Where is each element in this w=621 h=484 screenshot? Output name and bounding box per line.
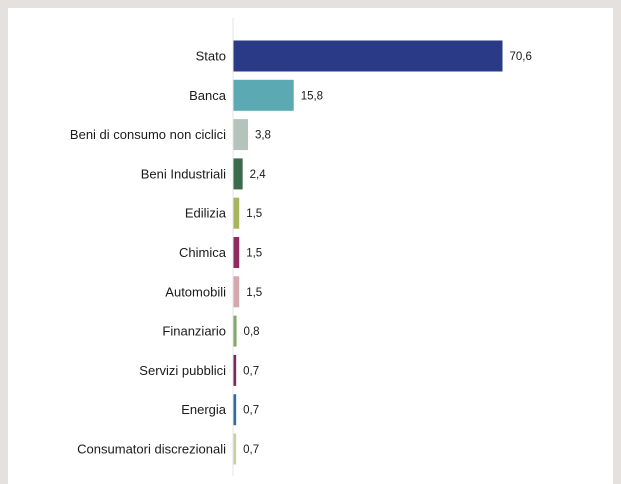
bar [233,40,503,72]
category-label: Automobili [165,284,226,299]
value-label: 0,7 [243,365,259,377]
category-label: Energia [181,402,227,417]
bar [233,79,294,111]
value-label: 0,7 [243,444,259,456]
value-label: 15,8 [301,90,323,102]
bar [233,197,240,229]
category-label: Chimica [179,245,227,260]
chart-panel: Stato 70,6 Banca 15,8 Beni di consumo non ci… [8,8,613,484]
bar [233,158,243,190]
value-label: 1,5 [246,287,262,299]
bar [233,433,237,465]
category-label: Edilizia [185,206,227,221]
value-label: 0,8 [244,326,260,338]
category-label: Beni Industriali [141,166,226,181]
value-label: 2,4 [250,169,267,181]
value-label: 0,7 [243,405,259,417]
bar [233,237,240,268]
value-label: 3,8 [255,130,271,142]
category-label: Banca [189,88,227,103]
bar [233,394,237,426]
value-label: 1,5 [246,248,262,260]
bar [233,276,240,308]
bar [233,119,248,151]
category-label: Consumatori discrezionali [77,442,226,457]
bar-chart: Stato 70,6 Banca 15,8 Beni di consumo non ci… [70,18,532,476]
category-label: Stato [196,49,226,64]
bar [233,315,237,347]
category-label: Finanziario [162,324,226,339]
category-label: Servizi pubblici [139,363,226,378]
category-label: Beni di consumo non ciclici [70,127,226,142]
value-label: 1,5 [246,208,262,220]
value-label: 70,6 [510,51,532,63]
bar [233,354,237,386]
